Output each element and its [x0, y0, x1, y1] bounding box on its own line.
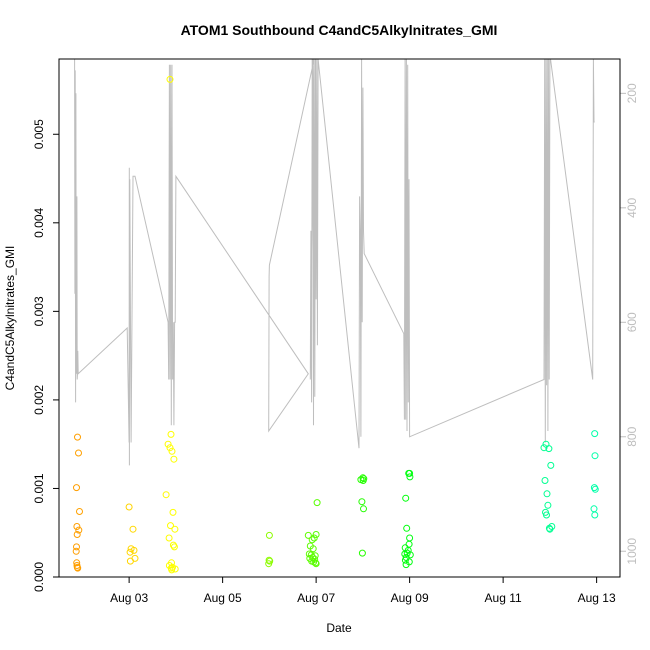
- data-point: [73, 523, 81, 530]
- altitude-series-line: [74, 58, 595, 466]
- data-point: [312, 560, 320, 568]
- data-point: [75, 526, 83, 534]
- data-point: [406, 473, 414, 481]
- y2-tick-label: 800: [625, 426, 639, 446]
- data-point: [170, 543, 178, 551]
- y-tick-label: 0.002: [32, 385, 46, 415]
- data-point: [542, 440, 550, 448]
- data-point: [401, 556, 409, 564]
- data-point: [358, 549, 366, 557]
- data-point: [543, 511, 550, 519]
- data-point: [168, 566, 176, 574]
- data-point: [544, 501, 552, 509]
- data-point: [73, 543, 80, 551]
- data-point: [265, 531, 273, 539]
- data-point: [167, 522, 174, 530]
- data-point: [308, 536, 316, 544]
- data-point: [360, 505, 367, 513]
- data-point: [545, 445, 553, 453]
- data-point: [591, 430, 599, 438]
- data-point: [75, 449, 82, 457]
- data-point: [168, 447, 176, 455]
- altitude-line-layer: [74, 58, 595, 466]
- data-points-layer: [72, 75, 599, 574]
- y2-tick-label: 200: [625, 83, 639, 103]
- y-tick-label: 0.004: [32, 207, 46, 237]
- data-point: [74, 564, 82, 572]
- x-tick-label: Aug 07: [297, 591, 335, 605]
- y2-tick-label: 1000: [625, 538, 639, 565]
- data-point: [543, 490, 551, 498]
- x-tick-label: Aug 05: [204, 591, 242, 605]
- data-point: [164, 440, 172, 448]
- chart-title: ATOM1 Southbound C4andC5Alkylnitrates_GM…: [181, 22, 498, 38]
- y-tick-label: 0.005: [32, 119, 46, 149]
- data-point: [125, 503, 133, 511]
- data-point: [171, 525, 179, 533]
- data-point: [73, 531, 81, 538]
- data-point: [162, 491, 170, 499]
- data-point: [126, 557, 134, 565]
- data-point: [405, 540, 413, 548]
- data-point: [165, 534, 173, 542]
- data-point: [74, 433, 81, 441]
- data-point: [73, 559, 81, 567]
- data-point: [406, 534, 414, 542]
- data-point: [590, 505, 598, 513]
- y-tick-label: 0.003: [32, 296, 46, 326]
- y-tick-label: 0.001: [32, 473, 46, 503]
- data-point: [309, 554, 317, 561]
- data-point: [130, 546, 138, 554]
- data-point: [310, 534, 318, 542]
- data-point: [313, 499, 321, 507]
- x-axis: Aug 03 Aug 05 Aug 07 Aug 09 Aug 11 Aug 13: [110, 577, 616, 605]
- y-axis-label: C4andC5Alkylnitrates_GMI: [3, 246, 17, 391]
- y2-tick-label: 400: [625, 197, 639, 217]
- data-point: [359, 474, 367, 482]
- x-tick-label: Aug 03: [110, 591, 148, 605]
- data-point: [304, 531, 312, 539]
- data-point: [166, 444, 174, 452]
- data-point: [402, 561, 410, 569]
- data-point: [76, 508, 83, 515]
- data-point: [405, 469, 413, 477]
- data-point: [166, 75, 174, 83]
- x-tick-label: Aug 09: [391, 591, 429, 605]
- data-point: [540, 444, 548, 452]
- data-point: [547, 461, 555, 469]
- x-axis-label: Date: [326, 621, 352, 635]
- x-tick-label: Aug 13: [578, 591, 616, 605]
- data-point: [591, 452, 599, 460]
- data-point: [171, 565, 179, 573]
- data-point: [541, 477, 549, 484]
- data-point: [170, 455, 178, 463]
- secondary-y-axis: 200 400 600 800 1000: [620, 83, 639, 565]
- data-point: [126, 548, 134, 556]
- y-axis: 0.000 0.001 0.002 0.003 0.004 0.005: [32, 119, 59, 592]
- x-tick-label: Aug 11: [485, 591, 522, 605]
- data-point: [359, 477, 367, 484]
- data-point: [403, 524, 411, 532]
- plot-frame: [58, 58, 621, 578]
- data-point: [72, 547, 80, 555]
- y2-tick-label: 600: [625, 312, 639, 332]
- data-point: [167, 430, 175, 438]
- data-point: [309, 545, 317, 553]
- data-point: [591, 511, 599, 519]
- data-point: [358, 498, 366, 506]
- data-point: [545, 524, 553, 532]
- data-point: [73, 484, 80, 492]
- data-point: [402, 494, 410, 502]
- data-point: [312, 531, 320, 538]
- data-point: [129, 525, 137, 533]
- data-point: [169, 508, 177, 516]
- data-point: [591, 485, 599, 493]
- y-tick-label: 0.000: [32, 562, 46, 592]
- data-point: [265, 560, 273, 568]
